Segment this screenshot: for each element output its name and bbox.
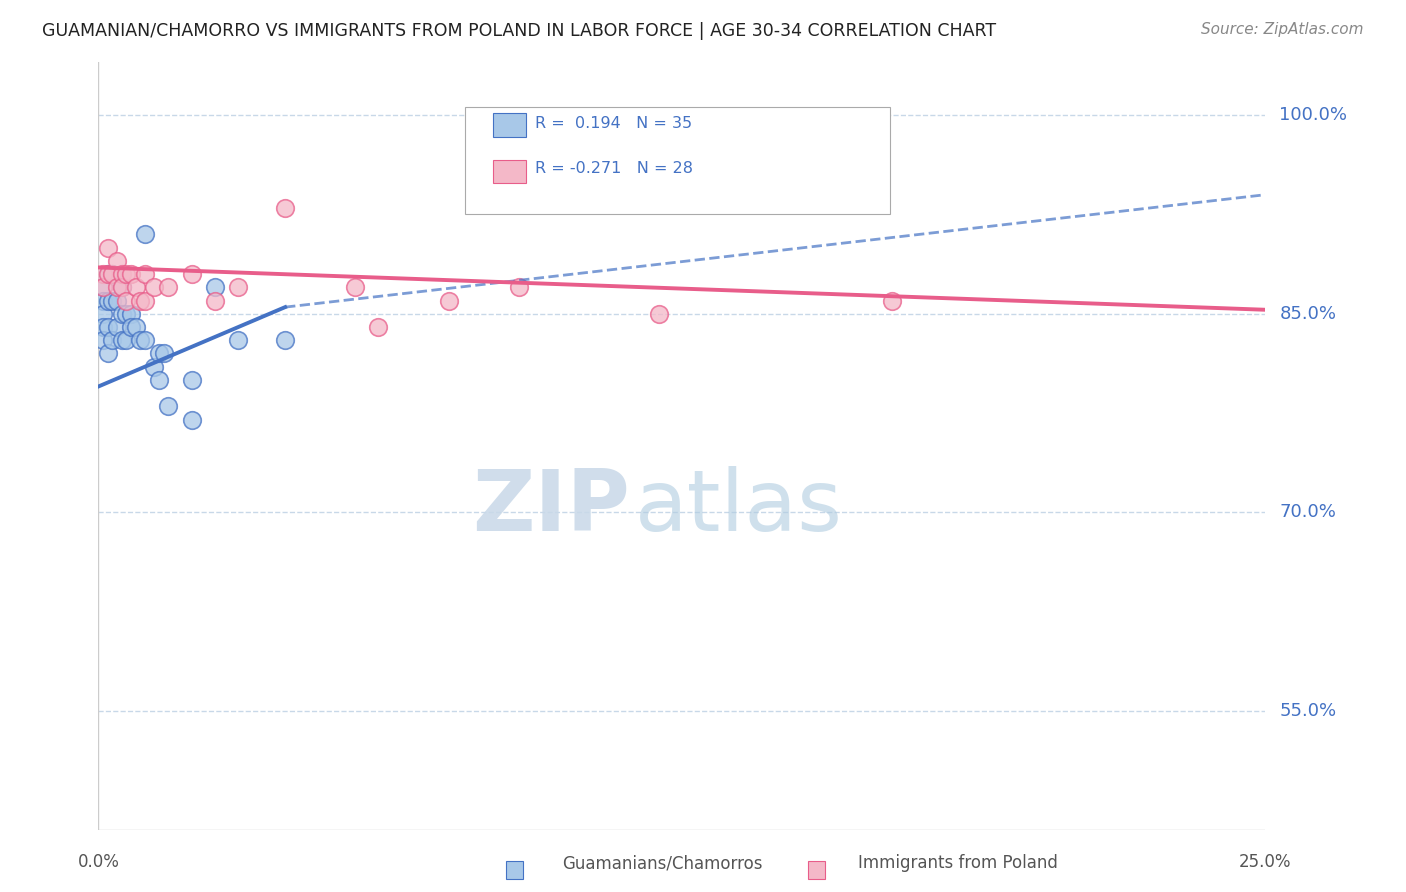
Point	[152, 346, 174, 360]
Text: ZIP: ZIP	[471, 466, 630, 549]
Text: 85.0%: 85.0%	[1279, 305, 1337, 323]
Point	[134, 333, 156, 347]
Point	[91, 333, 114, 347]
Text: Source: ZipAtlas.com: Source: ZipAtlas.com	[1201, 22, 1364, 37]
Text: Guamanians/Chamorros: Guamanians/Chamorros	[562, 855, 763, 872]
Point	[111, 267, 134, 281]
Point	[228, 333, 250, 347]
Point	[115, 333, 138, 347]
Text: 0.0%: 0.0%	[77, 854, 120, 871]
Point	[134, 227, 156, 242]
Text: 55.0%: 55.0%	[1279, 701, 1337, 720]
Point	[97, 267, 120, 281]
Point	[143, 359, 166, 374]
Point	[91, 293, 114, 308]
Point	[120, 267, 142, 281]
Point	[148, 373, 170, 387]
Point	[880, 293, 903, 308]
Point	[97, 346, 120, 360]
Point	[274, 333, 297, 347]
Point	[101, 333, 124, 347]
Point	[111, 280, 134, 294]
Point	[105, 293, 128, 308]
Point	[111, 333, 134, 347]
Point	[204, 293, 226, 308]
Point	[204, 280, 226, 294]
Point	[101, 267, 124, 281]
Point	[157, 400, 180, 414]
Point	[105, 280, 128, 294]
Text: 70.0%: 70.0%	[1279, 503, 1336, 521]
Point	[367, 320, 389, 334]
Point	[111, 307, 134, 321]
Point	[508, 280, 530, 294]
Point	[105, 320, 128, 334]
Point	[115, 267, 138, 281]
Point	[274, 201, 297, 215]
Point	[91, 280, 114, 294]
Point	[111, 280, 134, 294]
Point	[134, 267, 156, 281]
Point	[91, 280, 114, 294]
Point	[115, 307, 138, 321]
Point	[180, 373, 202, 387]
Point	[120, 320, 142, 334]
Point	[129, 293, 152, 308]
Point	[344, 280, 367, 294]
Point	[180, 412, 202, 426]
Point	[97, 320, 120, 334]
Text: R =  0.194   N = 35: R = 0.194 N = 35	[534, 116, 692, 131]
Bar	[494, 113, 526, 137]
Point	[148, 346, 170, 360]
Point	[105, 253, 128, 268]
Point	[97, 293, 120, 308]
Bar	[494, 160, 526, 184]
Text: atlas: atlas	[636, 466, 844, 549]
Point	[97, 241, 120, 255]
Point	[120, 307, 142, 321]
Point	[437, 293, 460, 308]
Text: GUAMANIAN/CHAMORRO VS IMMIGRANTS FROM POLAND IN LABOR FORCE | AGE 30-34 CORRELAT: GUAMANIAN/CHAMORRO VS IMMIGRANTS FROM PO…	[42, 22, 997, 40]
Text: R = -0.271   N = 28: R = -0.271 N = 28	[534, 161, 693, 177]
Point	[134, 293, 156, 308]
Point	[125, 280, 148, 294]
Point	[91, 267, 114, 281]
Point	[91, 320, 114, 334]
Point	[125, 320, 148, 334]
Text: 100.0%: 100.0%	[1279, 106, 1347, 124]
FancyBboxPatch shape	[465, 107, 890, 214]
Text: 25.0%: 25.0%	[1239, 854, 1292, 871]
Point	[180, 267, 202, 281]
Point	[143, 280, 166, 294]
Point	[97, 267, 120, 281]
Point	[91, 307, 114, 321]
Text: Immigrants from Poland: Immigrants from Poland	[858, 855, 1057, 872]
Point	[129, 333, 152, 347]
Point	[157, 280, 180, 294]
Point	[101, 267, 124, 281]
Point	[228, 280, 250, 294]
Point	[115, 293, 138, 308]
Point	[101, 293, 124, 308]
Point	[647, 307, 669, 321]
